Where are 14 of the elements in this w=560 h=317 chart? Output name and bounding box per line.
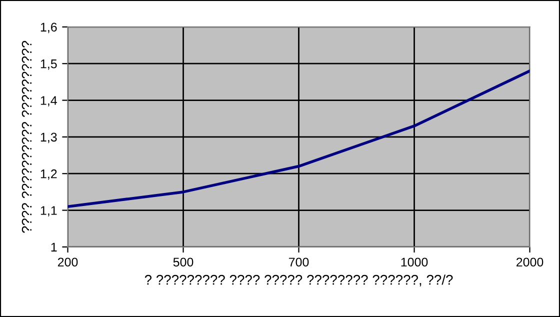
x-tick-label: 500: [173, 258, 194, 267]
x-tick-label: 700: [288, 258, 309, 267]
y-tick-label: 1,5: [40, 60, 57, 70]
y-tick-label: 1,1: [40, 206, 57, 216]
x-axis-title: ? ????????? ???? ????? ???????? ??????, ??/?: [144, 274, 453, 286]
y-tick-label: 1,4: [40, 96, 57, 106]
y-tick-label: 1,6: [40, 22, 57, 34]
y-tick-label: 1,3: [40, 132, 57, 144]
y-tick-label: 1,2: [40, 169, 57, 180]
x-tick-label: 200: [58, 258, 78, 267]
y-axis-title: ???? ?????????? ??????????: [22, 40, 32, 233]
x-tick-label: 1000: [401, 258, 428, 267]
x-tick-label: 2000: [516, 258, 544, 267]
y-tick-label: 1: [51, 242, 57, 252]
